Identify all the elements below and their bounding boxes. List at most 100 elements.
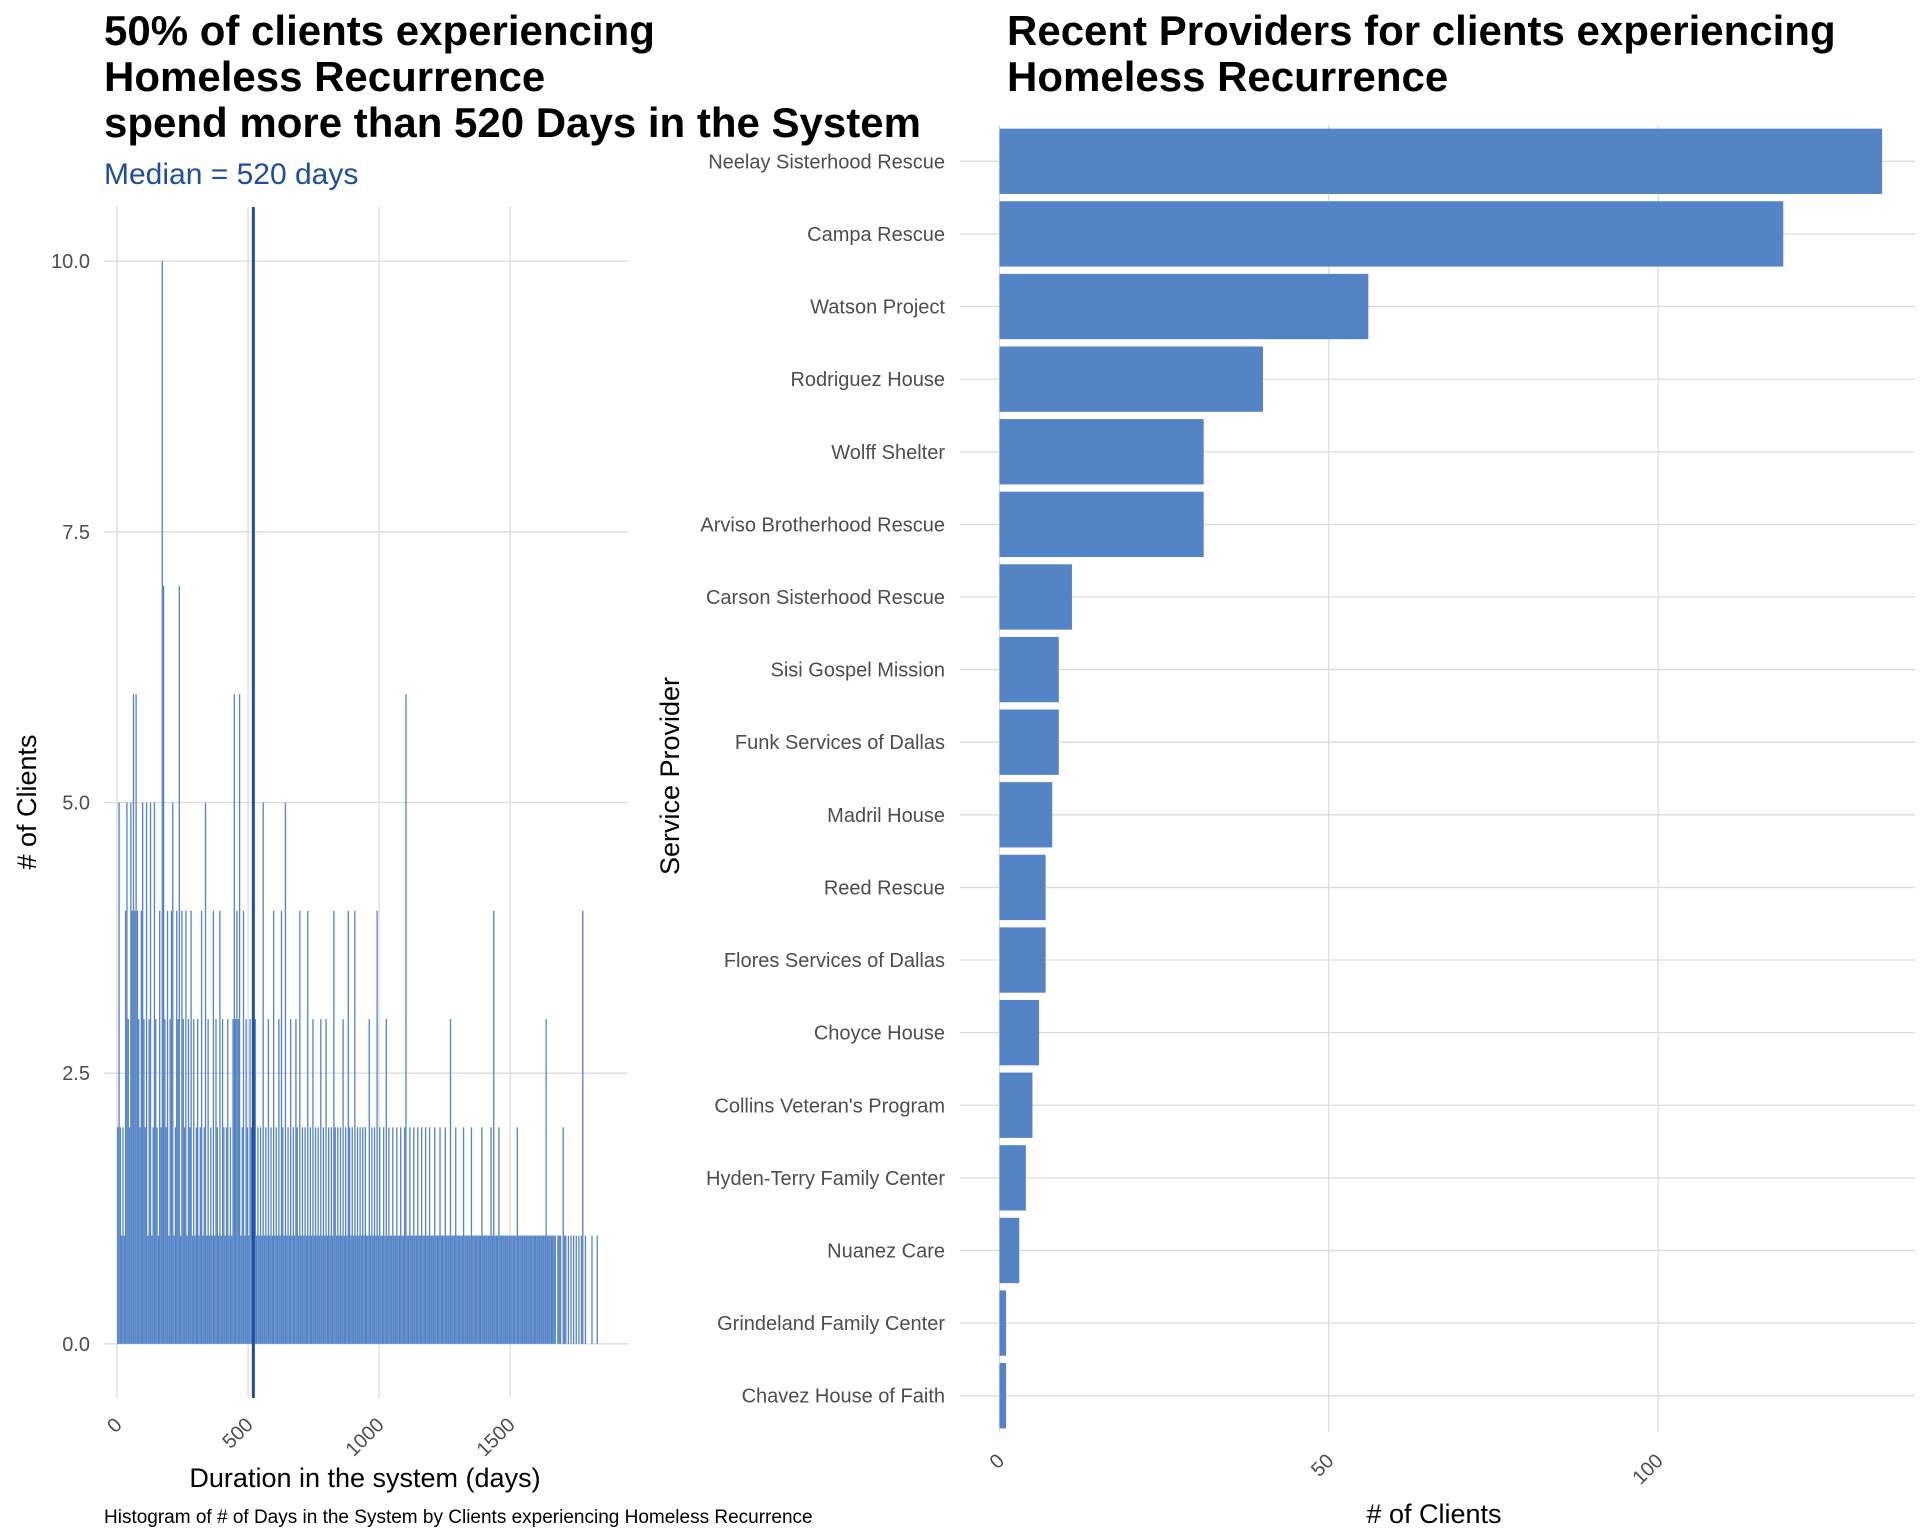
provider-category-label: Hyden-Terry Family Center	[706, 1168, 945, 1190]
histogram-bar	[307, 910, 309, 1344]
histogram-bar	[132, 694, 135, 1344]
histogram-bar	[584, 1235, 587, 1344]
histogram-bar	[417, 1127, 419, 1344]
provider-bar	[999, 1290, 1007, 1356]
histogram-bar	[144, 1127, 146, 1344]
histogram-bar	[472, 1235, 474, 1344]
histogram-bar	[401, 1235, 403, 1344]
histogram-bar	[460, 1235, 462, 1344]
histogram-bar	[143, 1019, 145, 1344]
histogram-bar	[541, 1235, 543, 1344]
provider-chart-ticks: 0 50 100 Neelay Sisterhood Rescue Campa Resc…	[700, 151, 1667, 1489]
provider-category-label: Campa Rescue	[807, 224, 945, 246]
histogram-bar	[354, 910, 356, 1344]
histogram-bar	[447, 1235, 449, 1344]
histogram-bar	[567, 1235, 570, 1344]
histogram-bar	[497, 1235, 499, 1344]
histogram-bar	[227, 1019, 229, 1344]
histogram-bar	[233, 694, 235, 1344]
histogram-bar	[342, 1019, 344, 1344]
histogram-bar	[210, 1127, 212, 1344]
histogram-bar	[419, 1235, 422, 1344]
histogram-bar	[287, 1127, 289, 1344]
provider-category-label: Sisi Gospel Mission	[770, 660, 945, 682]
histogram-bar	[291, 1235, 293, 1344]
provider-bar	[999, 564, 1072, 630]
histogram-bar	[187, 1019, 190, 1344]
histogram-y-tick-label: 5.0	[62, 793, 90, 815]
histogram-bar	[448, 1235, 450, 1344]
histogram-bar	[207, 1019, 209, 1344]
left-chart-title: 50% of clients experiencing Homeless Rec…	[104, 7, 921, 146]
histogram-bar	[170, 910, 173, 1344]
provider-category-label: Choyce House	[814, 1023, 945, 1045]
histogram-x-tick-label: 1000	[342, 1414, 389, 1461]
histogram-bar	[402, 1235, 404, 1344]
histogram-y-tick-label: 10.0	[51, 251, 90, 273]
histogram-bar	[320, 1019, 322, 1344]
histogram-bar	[278, 1019, 280, 1344]
provider-category-label: Funk Services of Dallas	[735, 732, 945, 754]
histogram-bar	[359, 1127, 361, 1344]
histogram-bar	[194, 1235, 196, 1344]
histogram-bar	[238, 694, 241, 1344]
histogram-bar	[255, 1235, 258, 1344]
histogram-bar	[403, 1127, 406, 1344]
histogram-bar	[283, 1235, 285, 1344]
histogram-bar	[377, 1235, 380, 1344]
histogram-bar	[355, 1235, 357, 1344]
histogram-bar	[384, 1235, 386, 1344]
histogram-bar	[372, 1235, 374, 1344]
histogram-bar	[396, 1127, 398, 1344]
histogram-bar	[456, 1235, 458, 1344]
histogram-bar	[338, 1235, 340, 1344]
histogram-bar	[529, 1235, 532, 1344]
histogram-bar	[293, 1235, 296, 1344]
histogram-bar	[347, 910, 349, 1344]
provider-category-label: Grindeland Family Center	[717, 1313, 945, 1335]
histogram-bars	[117, 261, 598, 1344]
histogram-bar	[367, 1235, 369, 1344]
histogram-bar	[580, 1235, 583, 1344]
histogram-bar	[486, 1235, 488, 1344]
provider-bar	[999, 927, 1046, 993]
histogram-bar	[468, 1235, 470, 1344]
provider-category-label: Carson Sisterhood Rescue	[706, 587, 945, 609]
histogram-bar	[362, 1127, 364, 1344]
histogram-bar	[423, 1235, 425, 1344]
histogram-bar	[536, 1235, 538, 1344]
histogram-bar	[169, 1019, 171, 1344]
histogram-bar	[275, 1127, 277, 1344]
histogram-bar	[286, 1235, 288, 1344]
histogram-bar	[431, 1235, 433, 1344]
histogram-bar	[177, 1019, 179, 1344]
histogram-bar	[313, 1235, 315, 1344]
histogram-bar	[263, 1235, 266, 1344]
histogram-bar	[190, 910, 192, 1344]
histogram-bar	[534, 1235, 537, 1344]
histogram-bar	[314, 1127, 317, 1344]
provider-category-label: Watson Project	[810, 297, 945, 319]
histogram-bar	[464, 1235, 466, 1344]
histogram-bar	[248, 1235, 250, 1344]
histogram-bar	[565, 1235, 567, 1344]
histogram-bar	[575, 1235, 577, 1344]
provider-y-axis-label: Service Provider	[655, 677, 685, 875]
histogram-bar	[371, 1127, 373, 1344]
histogram-bar	[410, 1235, 412, 1344]
histogram-bar	[179, 1235, 182, 1344]
histogram-bar	[449, 1019, 452, 1344]
histogram-bar	[292, 1127, 294, 1344]
histogram-bar	[178, 585, 180, 1344]
histogram-bar	[296, 1127, 298, 1344]
histogram-y-tick-label: 7.5	[62, 522, 90, 544]
histogram-bar	[533, 1235, 535, 1344]
histogram-bar	[542, 1235, 545, 1344]
provider-bar	[999, 128, 1883, 194]
histogram-bar	[309, 1127, 311, 1344]
histogram-bar	[229, 1127, 232, 1344]
histogram-bar	[122, 1127, 124, 1344]
histogram-bar	[165, 1127, 167, 1344]
histogram-bar	[139, 1127, 141, 1344]
histogram-bar	[267, 1019, 270, 1344]
